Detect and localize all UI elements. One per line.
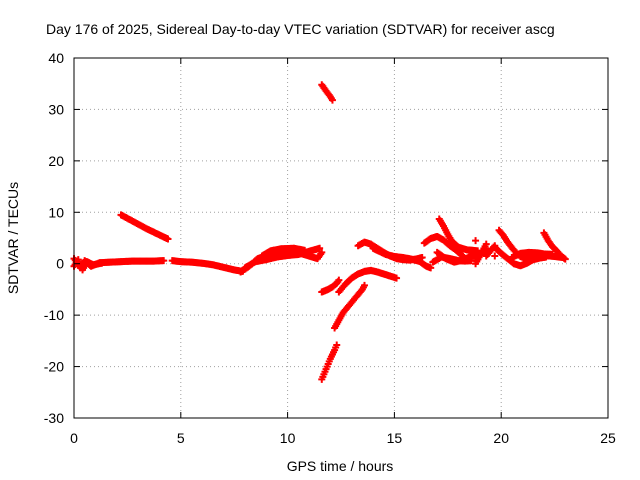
data-point	[333, 341, 341, 349]
data-point	[160, 257, 168, 265]
y-tick-label: 0	[56, 256, 64, 272]
data-point	[491, 252, 499, 260]
data-point	[164, 235, 172, 243]
y-tick-label: 20	[48, 153, 64, 169]
y-axis-label: SDTVAR / TECUs	[5, 182, 21, 294]
data-point	[98, 259, 106, 267]
x-tick-label: 20	[493, 430, 509, 446]
y-tick-label: 40	[48, 50, 64, 66]
data-point	[393, 274, 401, 282]
data-series	[331, 281, 368, 332]
data-point	[301, 246, 309, 254]
data-series	[519, 251, 567, 262]
data-series	[70, 256, 106, 274]
data-series	[435, 215, 482, 255]
data-series	[117, 211, 172, 243]
x-tick-label: 5	[177, 430, 185, 446]
data-point	[482, 240, 490, 248]
data-series	[318, 341, 341, 383]
y-tick-label: -10	[44, 307, 64, 323]
x-axis-label: GPS time / hours	[287, 458, 394, 474]
y-tick-label: -30	[44, 410, 64, 426]
data-series	[335, 266, 401, 296]
data-series	[258, 244, 309, 260]
data-series	[318, 81, 336, 104]
plot-frame	[73, 57, 609, 419]
data-series	[241, 244, 324, 272]
y-tick-label: -20	[44, 359, 64, 375]
x-tick-label: 15	[387, 430, 403, 446]
data-point	[316, 244, 324, 252]
data-point	[360, 281, 368, 289]
grid	[74, 58, 608, 418]
x-tick-label: 0	[70, 430, 78, 446]
ticks	[73, 57, 609, 419]
data-point	[427, 264, 435, 272]
data-point	[328, 96, 336, 104]
data-point	[472, 237, 480, 245]
data-point	[318, 248, 326, 256]
data-point	[335, 276, 343, 284]
tick-labels: 0 5 10 15 20 25 -30 -20 -10 0 10 20 30 40	[44, 50, 616, 446]
y-tick-label: 10	[48, 204, 64, 220]
data-points	[70, 81, 569, 383]
x-tick-label: 10	[280, 430, 296, 446]
x-tick-label: 25	[600, 430, 616, 446]
chart-title: Day 176 of 2025, Sidereal Day-to-day VTE…	[46, 21, 555, 37]
data-series	[318, 276, 343, 296]
data-series	[369, 244, 435, 272]
y-tick-label: 30	[48, 101, 64, 117]
data-point	[559, 254, 567, 262]
